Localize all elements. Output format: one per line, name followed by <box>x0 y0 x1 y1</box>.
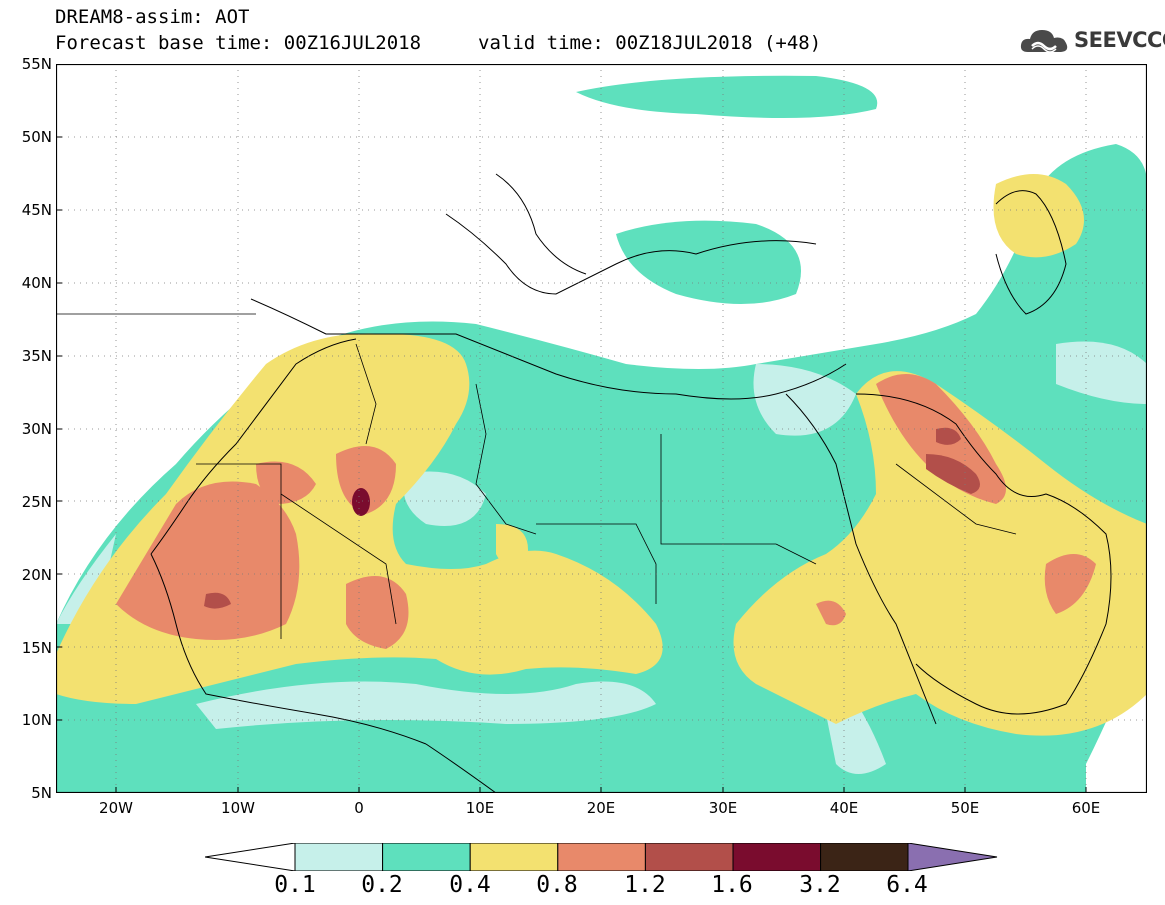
colorbar-box <box>294 843 384 871</box>
lat-label: 30N <box>21 420 52 438</box>
lon-label: 10E <box>465 799 495 817</box>
colorbar-box <box>644 843 734 871</box>
forecast-base-time: Forecast base time: 00Z16JUL2018 <box>55 32 422 54</box>
aot-map <box>56 64 1147 793</box>
colorbar-label: 0.2 <box>361 872 403 898</box>
lat-label: 35N <box>21 347 52 365</box>
colorbar-under-arrow <box>205 843 296 871</box>
lon-label: 0 <box>354 799 364 817</box>
colorbar-label: 1.2 <box>624 872 666 898</box>
lat-label: 10N <box>21 711 52 729</box>
colorbar-box <box>732 843 822 871</box>
coastlines <box>150 173 1112 793</box>
lon-label: 10W <box>221 799 255 817</box>
lat-label: 25N <box>21 493 52 511</box>
colorbar-label: 3.2 <box>799 872 841 898</box>
axis-ticks <box>56 136 1087 793</box>
lat-label: 5N <box>31 784 52 802</box>
lat-label: 40N <box>21 274 52 292</box>
colorbar-over-arrow <box>907 843 998 871</box>
lat-label: 45N <box>21 201 52 219</box>
logo-text: SEEVCCC <box>1074 28 1165 52</box>
colorbar-label: 6.4 <box>886 872 928 898</box>
colorbar-label: 0.1 <box>274 872 316 898</box>
colorbar <box>205 843 998 871</box>
aot-band-0.1 <box>56 341 1147 774</box>
aot-band-1.6 <box>352 488 370 516</box>
lon-label: 20W <box>99 799 133 817</box>
colorbar-box <box>469 843 559 871</box>
colorbar-box <box>820 843 909 871</box>
lat-label: 20N <box>21 566 52 584</box>
map-title: DREAM8-assim: AOT <box>55 6 250 28</box>
lon-label: 30E <box>708 799 738 817</box>
colorbar-box <box>382 843 471 871</box>
aot-band-1.2 <box>204 427 980 609</box>
lon-label: 20E <box>586 799 616 817</box>
lat-label: 50N <box>21 128 52 146</box>
colorbar-label: 1.6 <box>711 872 753 898</box>
colorbar-label: 0.4 <box>449 872 491 898</box>
colorbar-box <box>557 843 646 871</box>
lon-label: 60E <box>1071 799 1101 817</box>
lat-label: 55N <box>21 55 52 73</box>
cloud-logo-icon <box>1020 30 1068 53</box>
lon-label: 40E <box>829 799 859 817</box>
colorbar-label: 0.8 <box>536 872 578 898</box>
valid-time: valid time: 00Z18JUL2018 (+48) <box>478 32 822 54</box>
seevccc-logo: SEEVCCC <box>1018 24 1165 58</box>
lat-label: 15N <box>21 639 52 657</box>
country-borders <box>56 313 1017 639</box>
lon-label: 50E <box>950 799 980 817</box>
